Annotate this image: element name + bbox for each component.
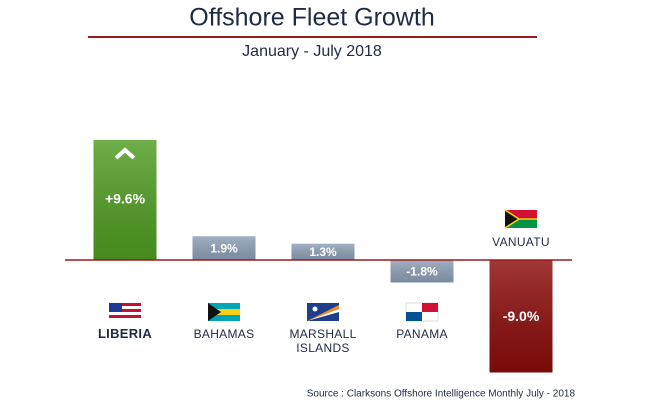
flag-part [109,315,141,318]
bar-shade [192,236,256,260]
flag-icon [405,302,439,322]
chart-subtitle: January - July 2018 [242,43,382,60]
up-caret [114,147,136,160]
category-label: PANAMA [396,327,448,341]
category-label: VANUATU [492,235,550,249]
flag-icon [307,303,339,321]
value-label: -9.0% [503,308,540,324]
category-label: LIBERIA [97,326,153,341]
flag-part [109,318,141,321]
value-label: -1.8% [406,264,438,278]
flag-icon [504,209,537,229]
flag-part [505,219,537,228]
flag-part [505,210,519,228]
flag-part [208,309,240,315]
bar-shade [489,260,553,373]
flag-icon [109,303,141,321]
category-label: MARSHALL ISLANDS [289,327,357,355]
source-note: Source : Clarksons Offshore Intelligence… [307,389,576,400]
flag-part [109,306,141,309]
value-label: 1.9% [210,241,238,255]
flag-part [208,303,221,321]
bar-shade [390,260,454,283]
value-label: +9.6% [105,191,146,207]
flag-part [406,312,422,321]
flag-part [307,305,339,321]
flag-part [307,309,339,321]
flag-part [422,303,438,312]
value-label: 1.3% [309,245,337,259]
flag-part [109,303,141,306]
flag-part [312,306,318,312]
flag-icon [208,303,240,321]
flag-part [109,309,141,312]
flag-part [505,210,537,219]
flag-part [109,303,122,312]
category-label: BAHAMAS [193,327,255,341]
bar-shade [291,243,355,260]
flag-part [109,312,141,315]
chart-title: Offshore Fleet Growth [189,4,434,32]
flag-part [504,209,537,229]
bar-shade [93,140,157,260]
